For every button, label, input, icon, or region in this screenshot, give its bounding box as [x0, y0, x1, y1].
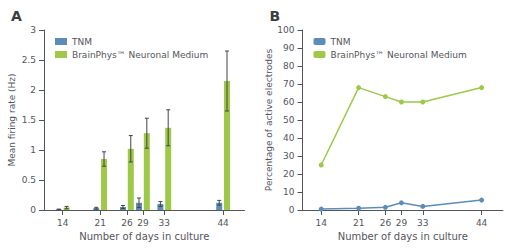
svg-text:TNM: TNM	[71, 37, 92, 47]
svg-text:26: 26	[121, 218, 133, 228]
svg-text:Number of days in culture: Number of days in culture	[79, 231, 209, 242]
svg-text:0.5: 0.5	[22, 175, 36, 185]
svg-text:90: 90	[283, 43, 295, 53]
svg-text:33: 33	[159, 218, 170, 228]
svg-text:Percentage of active electrode: Percentage of active electrodes	[264, 49, 274, 192]
svg-text:1.5: 1.5	[22, 115, 36, 125]
svg-text:1: 1	[30, 145, 36, 155]
svg-text:14: 14	[57, 218, 69, 228]
svg-text:70: 70	[283, 79, 295, 89]
svg-text:44: 44	[217, 218, 229, 228]
svg-text:14: 14	[315, 218, 327, 228]
svg-text:3: 3	[30, 25, 36, 35]
svg-text:BrainPhys™ Neuronal Medium: BrainPhys™ Neuronal Medium	[72, 50, 208, 60]
svg-text:BrainPhys™ Neuronal Medium: BrainPhys™ Neuronal Medium	[331, 50, 467, 60]
svg-text:B: B	[270, 8, 281, 24]
svg-text:21: 21	[353, 218, 364, 228]
svg-text:2.5: 2.5	[22, 55, 36, 65]
svg-text:80: 80	[283, 61, 295, 71]
svg-text:Mean firing rate (Hz): Mean firing rate (Hz)	[7, 73, 17, 166]
svg-text:26: 26	[380, 218, 392, 228]
svg-text:50: 50	[283, 115, 295, 125]
svg-text:29: 29	[396, 218, 408, 228]
svg-text:20: 20	[283, 169, 295, 179]
svg-text:44: 44	[476, 218, 488, 228]
svg-text:0: 0	[30, 205, 36, 215]
svg-text:0: 0	[289, 205, 295, 215]
svg-text:Number of days in culture: Number of days in culture	[338, 231, 468, 242]
svg-text:A: A	[11, 8, 22, 24]
svg-text:60: 60	[283, 97, 295, 107]
svg-text:30: 30	[283, 151, 295, 161]
svg-text:100: 100	[277, 25, 294, 35]
svg-text:40: 40	[283, 133, 295, 143]
svg-text:21: 21	[94, 218, 105, 228]
svg-text:TNM: TNM	[330, 37, 351, 47]
svg-text:2: 2	[30, 85, 36, 95]
svg-text:10: 10	[283, 187, 295, 197]
svg-text:33: 33	[417, 218, 428, 228]
svg-text:29: 29	[137, 218, 149, 228]
